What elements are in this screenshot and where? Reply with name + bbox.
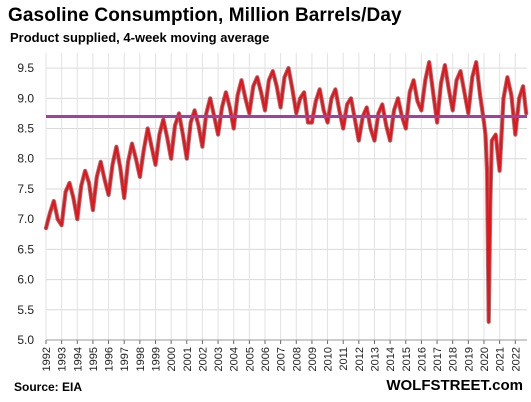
x-tick-group: 2011 — [338, 347, 350, 371]
x-tick-group: 2009 — [307, 347, 319, 371]
x-tick-group: 2021 — [495, 347, 507, 371]
x-tick-group: 2014 — [385, 347, 397, 371]
y-tick-label: 7.5 — [17, 182, 34, 196]
y-tick-label: 9.0 — [17, 91, 34, 105]
x-tick-group: 2002 — [197, 347, 209, 371]
x-tick-label: 1996 — [104, 347, 116, 371]
x-tick-label: 2007 — [276, 347, 288, 371]
x-tick-label: 2022 — [510, 347, 522, 371]
x-tick-label: 2006 — [260, 347, 272, 371]
x-tick-label: 1998 — [135, 347, 147, 371]
series-lines — [43, 59, 529, 324]
y-tick-label: 8.0 — [17, 152, 34, 166]
x-tick-group: 2001 — [182, 347, 194, 371]
x-tick-label: 2008 — [291, 347, 303, 371]
y-tick-label: 5.5 — [17, 303, 34, 317]
y-tick-label: 6.0 — [17, 273, 34, 287]
x-tick-group: 1996 — [104, 347, 116, 371]
x-tick-labels: 1992 1993 1994 1995 1996 1997 1998 1999 2000 2001… — [41, 347, 522, 371]
y-tick-label: 9.5 — [17, 61, 34, 75]
y-tick-label: 6.5 — [17, 242, 34, 256]
x-tick-group: 2006 — [260, 347, 272, 371]
x-tick-label: 1992 — [41, 347, 53, 371]
x-tick-group: 2000 — [166, 347, 178, 371]
gridlines — [45, 53, 527, 341]
x-tick-label: 2013 — [369, 347, 381, 371]
x-tick-group: 1993 — [57, 347, 69, 371]
x-tick-group: 2018 — [448, 347, 460, 371]
x-tick-label: 2009 — [307, 347, 319, 371]
x-tick-label: 2017 — [432, 347, 444, 371]
x-tick-group: 1997 — [119, 347, 131, 371]
x-tick-group: 2005 — [244, 347, 256, 371]
x-tick-label: 2010 — [323, 347, 335, 371]
x-tick-label: 2000 — [166, 347, 178, 371]
x-tick-group: 2004 — [229, 347, 241, 371]
x-tick-group: 1994 — [72, 347, 84, 371]
y-tick-label: 8.5 — [17, 122, 34, 136]
y-tick-label: 7.0 — [17, 212, 34, 226]
x-tick-label: 2021 — [495, 347, 507, 371]
x-tick-group: 1992 — [41, 347, 53, 371]
source-note: Source: EIA — [14, 380, 83, 394]
x-tick-group: 1998 — [135, 347, 147, 371]
x-tick-group: 2019 — [463, 347, 475, 371]
chart-subtitle: Product supplied, 4-week moving average — [10, 30, 270, 45]
x-tick-label: 2005 — [244, 347, 256, 371]
x-tick-label: 2012 — [354, 347, 366, 371]
x-tick-group: 1999 — [150, 347, 162, 371]
x-tick-label: 1999 — [150, 347, 162, 371]
x-tick-group: 1995 — [88, 347, 100, 371]
x-tick-group: 2013 — [369, 347, 381, 371]
x-tick-label: 2018 — [448, 347, 460, 371]
x-tick-label: 2011 — [338, 347, 350, 371]
x-tick-group: 2007 — [276, 347, 288, 371]
x-tick-group: 2010 — [323, 347, 335, 371]
x-tick-label: 2020 — [479, 347, 491, 371]
axes — [45, 339, 527, 344]
x-tick-group: 2012 — [354, 347, 366, 371]
x-tick-group: 2008 — [291, 347, 303, 371]
x-tick-label: 2019 — [463, 347, 475, 371]
x-tick-label: 2015 — [401, 347, 413, 371]
x-tick-group: 2015 — [401, 347, 413, 371]
brand-logo-text: WOLFSTREET.com — [386, 377, 523, 394]
chart-title: Gasoline Consumption, Million Barrels/Da… — [8, 5, 402, 26]
x-tick-label: 2002 — [197, 347, 209, 371]
x-tick-group: 2017 — [432, 347, 444, 371]
x-tick-label: 1994 — [72, 347, 84, 371]
x-tick-label: 1997 — [119, 347, 131, 371]
x-tick-label: 1993 — [57, 347, 69, 371]
y-tick-labels: 5.0 5.5 6.0 6.5 7.0 7.5 8.0 8.5 9.0 9.5 — [17, 61, 34, 347]
x-tick-group: 2020 — [479, 347, 491, 371]
x-tick-label: 2016 — [416, 347, 428, 371]
x-tick-label: 2014 — [385, 347, 397, 371]
series-line — [44, 60, 528, 324]
x-tick-label: 2001 — [182, 347, 194, 371]
x-tick-label: 2003 — [213, 347, 225, 371]
x-tick-group: 2022 — [510, 347, 522, 371]
y-tick-label: 5.0 — [17, 333, 34, 347]
x-tick-group: 2016 — [416, 347, 428, 371]
x-tick-group: 2003 — [213, 347, 225, 371]
x-tick-label: 2004 — [229, 347, 241, 371]
x-tick-label: 1995 — [88, 347, 100, 371]
